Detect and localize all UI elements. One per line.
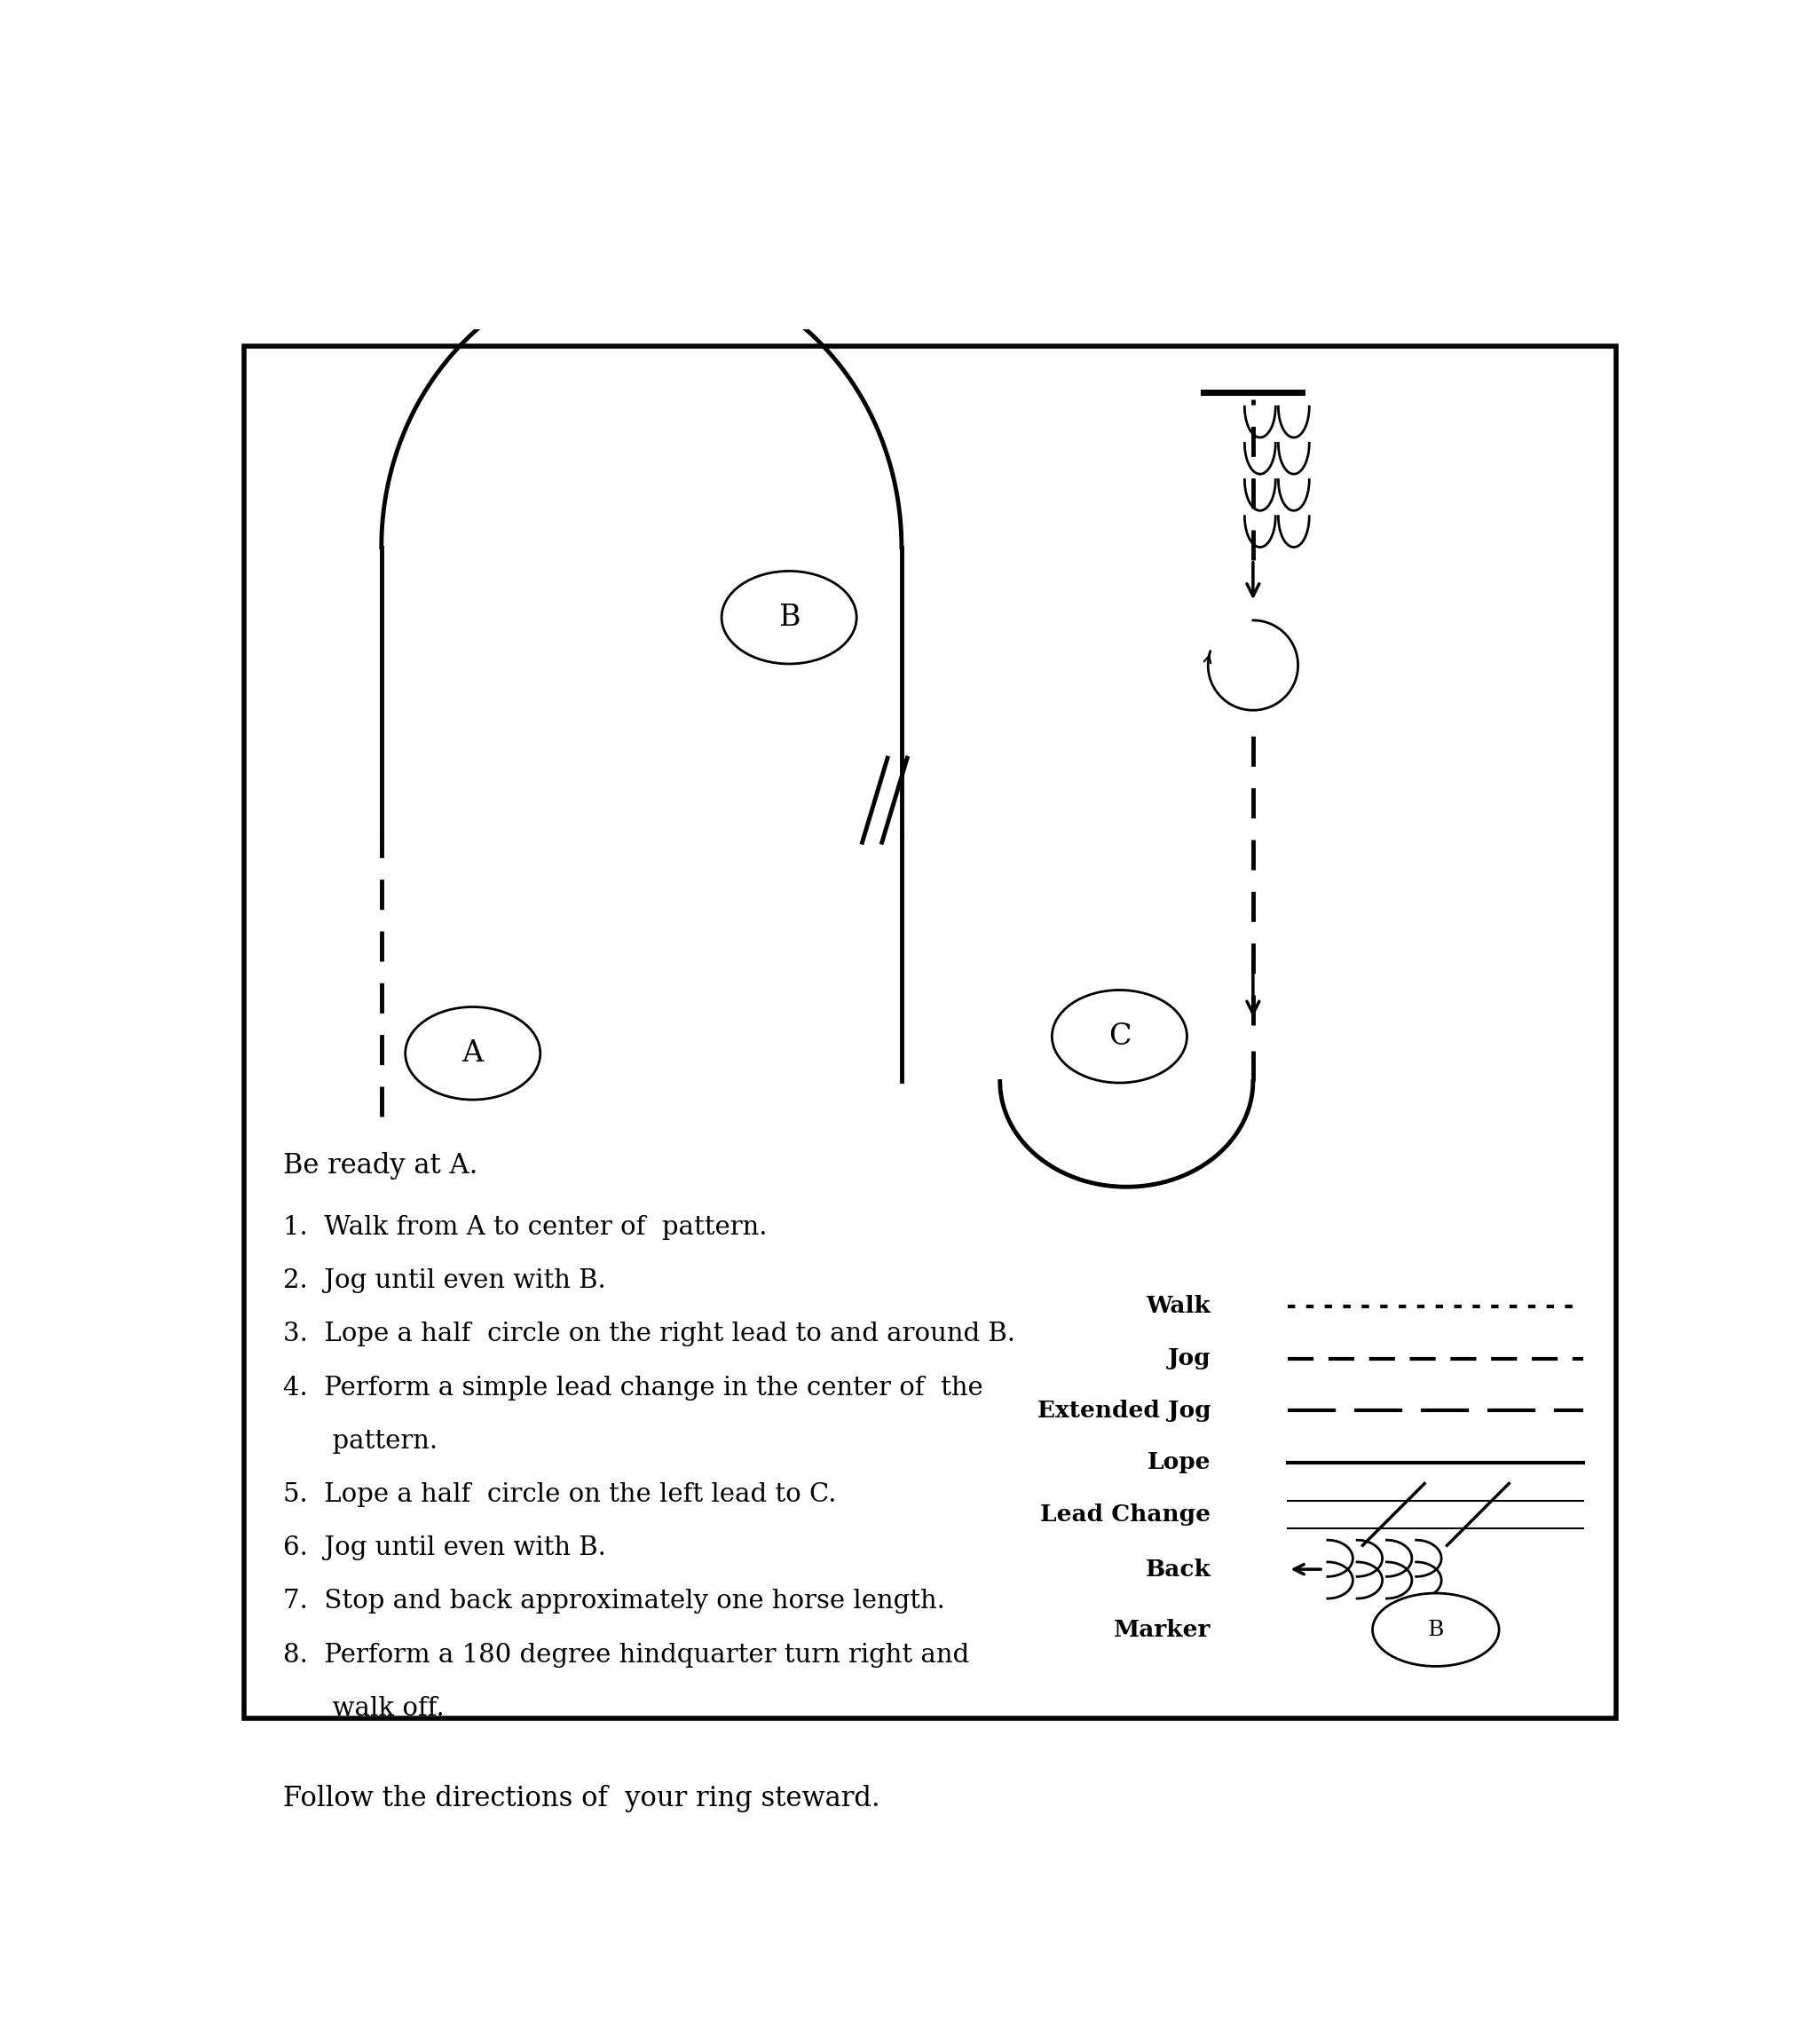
FancyBboxPatch shape xyxy=(243,345,1616,1719)
Text: Extended Jog: Extended Jog xyxy=(1038,1400,1212,1421)
Text: 8.  Perform a 180 degree hindquarter turn right and: 8. Perform a 180 degree hindquarter turn… xyxy=(283,1643,969,1668)
Text: 7.  Stop and back approximately one horse length.: 7. Stop and back approximately one horse… xyxy=(283,1588,945,1615)
Text: Jog: Jog xyxy=(1168,1347,1212,1369)
Text: 2.  Jog until even with B.: 2. Jog until even with B. xyxy=(283,1269,606,1294)
Text: C: C xyxy=(1108,1022,1130,1051)
Text: Lope: Lope xyxy=(1148,1451,1212,1474)
Ellipse shape xyxy=(722,570,856,664)
Ellipse shape xyxy=(1052,989,1186,1083)
Text: 3.  Lope a half  circle on the right lead to and around B.: 3. Lope a half circle on the right lead … xyxy=(283,1322,1016,1347)
Text: B: B xyxy=(1428,1619,1444,1639)
Text: 1.  Walk from A to center of  pattern.: 1. Walk from A to center of pattern. xyxy=(283,1214,767,1241)
Text: Back: Back xyxy=(1145,1558,1212,1580)
Text: Marker: Marker xyxy=(1114,1619,1212,1641)
Text: 4.  Perform a simple lead change in the center of  the: 4. Perform a simple lead change in the c… xyxy=(283,1376,983,1400)
Text: 5.  Lope a half  circle on the left lead to C.: 5. Lope a half circle on the left lead t… xyxy=(283,1482,836,1506)
Ellipse shape xyxy=(405,1008,541,1100)
Text: pattern.: pattern. xyxy=(283,1429,437,1453)
Text: B: B xyxy=(778,603,800,632)
Text: walk off.: walk off. xyxy=(283,1697,444,1721)
Text: A: A xyxy=(463,1038,484,1067)
Text: 6.  Jog until even with B.: 6. Jog until even with B. xyxy=(283,1535,606,1560)
Ellipse shape xyxy=(1373,1592,1498,1666)
Text: Be ready at A.: Be ready at A. xyxy=(283,1151,477,1179)
Text: Lead Change: Lead Change xyxy=(1041,1504,1212,1525)
Text: Follow the directions of  your ring steward.: Follow the directions of your ring stewa… xyxy=(283,1784,880,1811)
Text: Walk: Walk xyxy=(1146,1296,1212,1318)
